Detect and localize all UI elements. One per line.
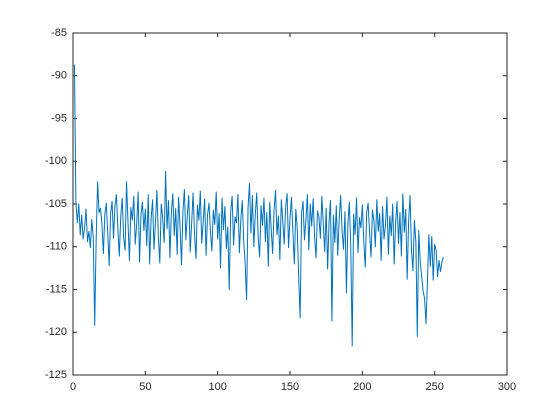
plot-area <box>73 33 507 375</box>
x-tick-label: 0 <box>70 381 76 393</box>
x-tick-label: 200 <box>353 381 371 393</box>
y-tick-label: -100 <box>45 155 67 167</box>
x-tick-label: 100 <box>208 381 226 393</box>
y-tick-label: -105 <box>45 198 67 210</box>
y-tick-label: -125 <box>45 369 67 381</box>
axes-box <box>72 32 508 376</box>
y-tick-label: -85 <box>51 27 67 39</box>
x-tick-label: 150 <box>281 381 299 393</box>
x-tick-label: 250 <box>425 381 443 393</box>
x-tick-label: 300 <box>498 381 516 393</box>
y-tick-label: -120 <box>45 326 67 338</box>
y-tick-label: -90 <box>51 70 67 82</box>
y-tick-label: -110 <box>46 241 67 253</box>
y-tick-label: -95 <box>51 112 67 124</box>
x-tick-label: 50 <box>139 381 151 393</box>
data-line <box>73 64 444 347</box>
y-tick-label: -115 <box>46 283 67 295</box>
